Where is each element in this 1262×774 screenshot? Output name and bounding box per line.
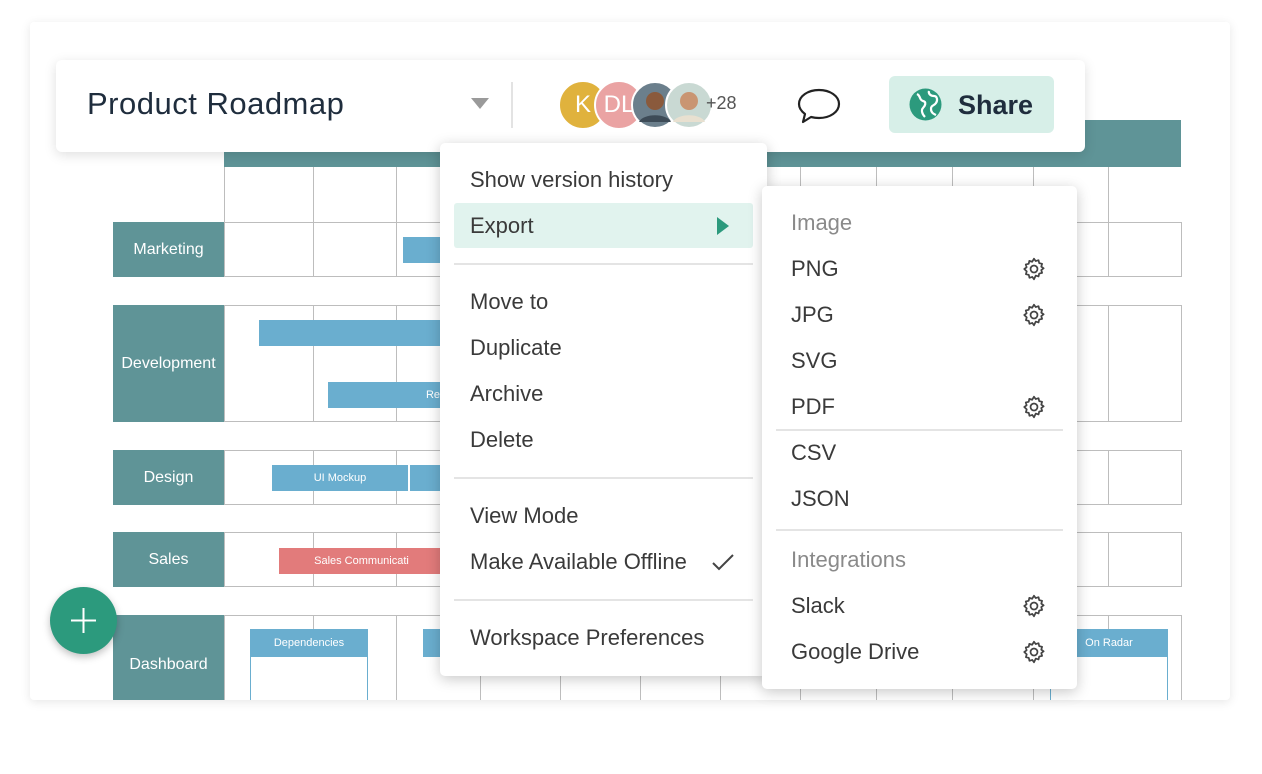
task-bar[interactable]: Re [328, 382, 444, 408]
export-option[interactable]: CSV [791, 440, 837, 465]
divider [776, 529, 1063, 531]
export-option[interactable]: JPG [791, 302, 834, 327]
task-bar[interactable] [403, 237, 443, 263]
avatar-photo[interactable] [664, 80, 714, 130]
menu-item[interactable]: Delete [470, 427, 534, 452]
divider [454, 263, 753, 265]
avatar-photo[interactable] [630, 80, 680, 130]
menu-item[interactable]: Export [470, 213, 534, 238]
comments-button[interactable] [796, 87, 842, 125]
task-bar[interactable] [410, 465, 444, 491]
divider [511, 82, 513, 128]
task-bar[interactable] [259, 320, 444, 346]
share-label: Share [958, 90, 1034, 120]
export-option[interactable]: PNG [791, 256, 839, 281]
menu-item[interactable]: Archive [470, 381, 544, 406]
toolbar: Product Roadmap K DL +28 Share [56, 60, 1085, 152]
globe-icon [909, 88, 942, 121]
cell [224, 222, 314, 277]
divider [454, 599, 753, 601]
menu-item[interactable]: Make Available Offline [470, 549, 687, 574]
card-header[interactable]: Dependencies [250, 629, 368, 657]
settings-icon[interactable] [1021, 593, 1047, 619]
settings-icon[interactable] [1021, 394, 1047, 420]
timeline-column [1108, 167, 1109, 222]
timeline-column [313, 167, 314, 222]
settings-icon[interactable] [1021, 256, 1047, 282]
cell [1108, 305, 1182, 422]
checkmark [712, 554, 734, 571]
task-bar[interactable]: UI Mockup [272, 465, 408, 491]
menu-item[interactable]: Duplicate [470, 335, 562, 360]
cell [313, 222, 397, 277]
add-button[interactable] [50, 587, 117, 654]
task-bar[interactable]: Sales Communicati [279, 548, 444, 574]
title-dropdown[interactable] [471, 98, 489, 110]
section-heading: Image [791, 210, 853, 235]
export-submenu: Image PNG JPG SVG PDF CSV JSON Integrations Slac… [762, 186, 1077, 689]
plus-icon [71, 608, 96, 633]
cell [1108, 222, 1182, 277]
divider [454, 477, 753, 479]
row-label: Dashboard [113, 615, 224, 700]
export-option[interactable]: JSON [791, 486, 850, 511]
card [423, 629, 443, 657]
submenu-arrow [717, 217, 729, 235]
settings-icon[interactable] [1021, 302, 1047, 328]
integration-option[interactable]: Google Drive [791, 639, 920, 664]
menu-highlight [454, 203, 753, 248]
row-label: Design [113, 450, 224, 505]
timeline-column [396, 167, 397, 222]
more-collaborators[interactable]: +28 [706, 93, 737, 113]
cell [1108, 450, 1182, 505]
section-heading: Integrations [791, 547, 906, 572]
context-menu: Show version history Export Move to Duplica… [440, 143, 767, 676]
document-title: Product Roadmap [87, 86, 345, 121]
settings-icon[interactable] [1021, 639, 1047, 665]
export-option[interactable]: PDF [791, 394, 835, 419]
row-label: Marketing [113, 222, 224, 277]
cell [1108, 532, 1182, 587]
integration-option[interactable]: Slack [791, 593, 845, 618]
menu-item[interactable]: Move to [470, 289, 549, 314]
divider [776, 429, 1063, 431]
share-button[interactable]: Share [889, 76, 1054, 133]
timeline-column [224, 167, 225, 222]
menu-item[interactable]: Show version history [470, 167, 673, 192]
row-label: Sales [113, 532, 224, 587]
menu-item[interactable]: Workspace Preferences [470, 625, 705, 650]
menu-item[interactable]: View Mode [470, 503, 579, 528]
row-label: Development [113, 305, 224, 422]
export-option[interactable]: SVG [791, 348, 838, 373]
